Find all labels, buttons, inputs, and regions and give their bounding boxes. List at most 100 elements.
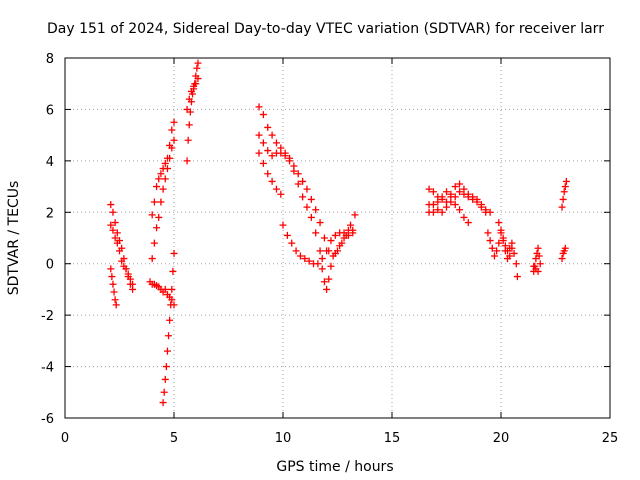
data-point: [108, 273, 116, 281]
data-point: [118, 257, 126, 265]
data-point: [166, 154, 174, 162]
data-point: [159, 185, 167, 193]
data-point: [157, 198, 165, 206]
y-tick-label: -4: [41, 361, 54, 376]
data-point: [347, 221, 355, 229]
data-point: [185, 121, 193, 129]
data-point: [163, 165, 171, 173]
data-point: [510, 249, 518, 257]
data-point: [277, 149, 285, 157]
series-six-hour-a: [183, 59, 202, 165]
data-point: [535, 252, 543, 260]
data-point: [272, 139, 280, 147]
y-tick-label: 8: [46, 52, 54, 67]
x-tick-label: 10: [275, 431, 292, 446]
series-six-hour-b: [183, 75, 202, 113]
data-point: [162, 363, 170, 371]
data-point: [464, 219, 472, 227]
y-tick-label: 6: [46, 103, 54, 118]
data-point: [129, 280, 137, 288]
data-point: [464, 193, 472, 201]
data-point: [111, 234, 119, 242]
y-tick-label: 4: [46, 155, 54, 170]
data-point: [112, 301, 120, 309]
data-point: [153, 224, 161, 232]
data-point: [109, 280, 117, 288]
data-point: [193, 64, 201, 72]
data-point: [495, 219, 503, 227]
data-point: [183, 157, 191, 165]
axis-ticks: 0 5 10 15 20 25 -6 -4 -2 0 2 4 6 8: [41, 52, 618, 446]
data-point: [292, 247, 300, 255]
data-point: [113, 229, 121, 237]
data-point: [316, 247, 324, 255]
data-point: [194, 59, 202, 67]
series-twentythree-hour-a: [558, 177, 570, 211]
data-point: [107, 221, 115, 229]
data-point: [294, 180, 302, 188]
series-twenty-hour-a: [484, 229, 521, 281]
data-point: [160, 388, 168, 396]
data-point: [268, 152, 276, 160]
data-point: [351, 211, 359, 219]
data-point: [434, 206, 442, 214]
data-point: [460, 213, 468, 221]
data-point: [501, 247, 509, 255]
data-point: [562, 177, 570, 185]
data-point: [192, 80, 200, 88]
data-point: [460, 190, 468, 198]
data-point: [187, 87, 195, 95]
data-point: [493, 247, 501, 255]
x-tick-label: 20: [493, 431, 510, 446]
data-point: [283, 231, 291, 239]
series-twentythree-hour-b: [558, 244, 569, 263]
data-point: [168, 126, 176, 134]
data-point: [497, 226, 505, 234]
data-point: [349, 229, 357, 237]
data-point: [161, 175, 169, 183]
data-point: [325, 275, 333, 283]
data-point: [279, 221, 287, 229]
data-point: [513, 273, 521, 281]
data-point: [318, 265, 326, 273]
data-point: [268, 131, 276, 139]
data-point: [153, 183, 161, 191]
data-point: [429, 188, 437, 196]
data-point: [447, 198, 455, 206]
data-point: [184, 136, 192, 144]
data-point: [148, 211, 156, 219]
series-nine-hour-d: [279, 221, 357, 268]
data-point: [456, 188, 464, 196]
data-point: [512, 260, 520, 268]
data-point: [438, 208, 446, 216]
data-point: [561, 183, 569, 191]
data-point: [113, 239, 121, 247]
series-early-c: [107, 265, 120, 309]
series-pre5-low: [146, 278, 178, 309]
data-point: [303, 185, 311, 193]
data-point: [299, 177, 307, 185]
data-point: [451, 201, 459, 209]
data-point: [316, 219, 324, 227]
series-twenty-hour-b: [495, 219, 516, 263]
data-point: [484, 229, 492, 237]
data-point: [336, 242, 344, 250]
data-point: [561, 244, 569, 252]
data-point: [255, 131, 263, 139]
data-point: [170, 118, 178, 126]
data-point: [109, 208, 117, 216]
x-tick-label: 25: [602, 431, 619, 446]
data-point: [327, 262, 335, 270]
data-point: [451, 183, 459, 191]
data-point: [277, 190, 285, 198]
data-point: [111, 219, 119, 227]
data-point: [344, 226, 352, 234]
data-point: [165, 332, 173, 340]
data-point: [451, 193, 459, 201]
data-point: [169, 267, 177, 275]
data-point: [434, 198, 442, 206]
x-tick-label: 0: [61, 431, 69, 446]
data-point: [150, 239, 158, 247]
data-point: [259, 111, 267, 119]
